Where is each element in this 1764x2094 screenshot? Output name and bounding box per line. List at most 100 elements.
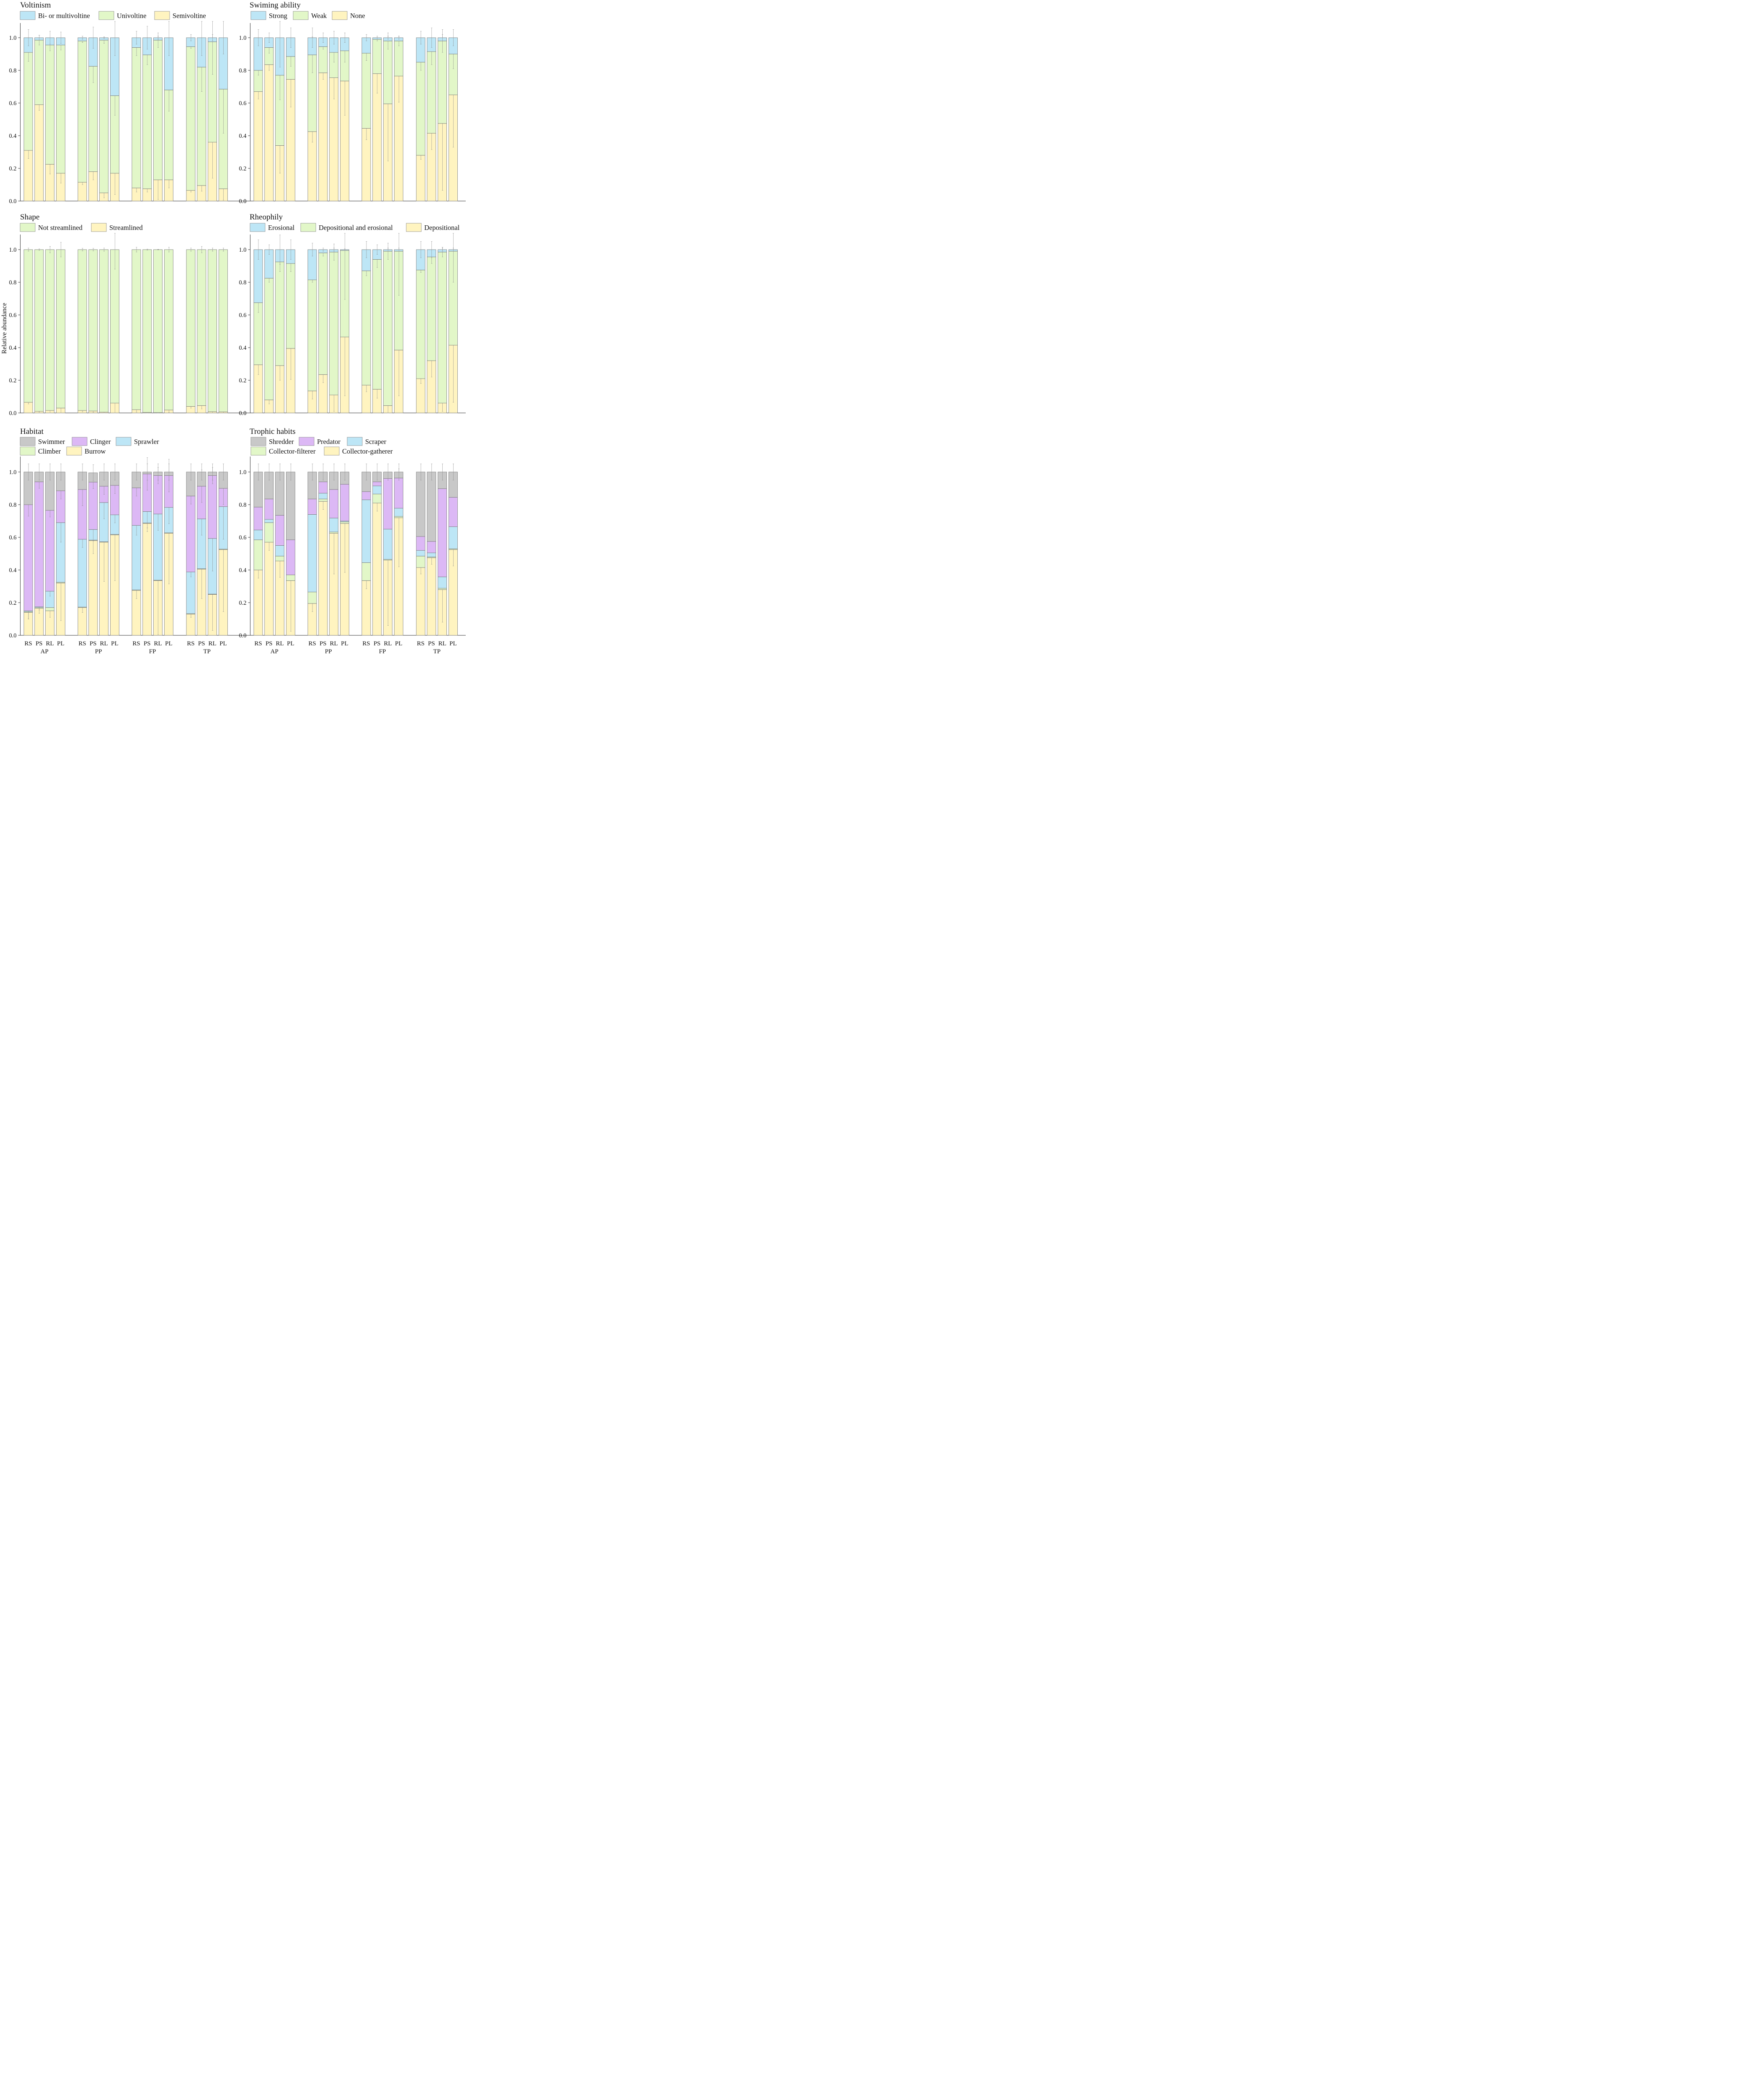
bar-ap-rl	[45, 246, 54, 413]
bar-segment-strong	[340, 37, 349, 51]
bar-pp-pl	[110, 464, 119, 636]
bar-segment-not-streamlined	[164, 249, 173, 410]
bar-segment-predator	[394, 478, 403, 508]
group-label: PP	[325, 648, 332, 655]
bar-segment-sprawler	[208, 538, 217, 594]
bar-segment-erosional	[275, 249, 284, 262]
bar-segment-univoltine	[45, 45, 54, 165]
bar-segment-depositional	[361, 385, 371, 413]
bar-segment-swimmer	[23, 472, 33, 505]
bar-segment-depositional	[286, 348, 295, 413]
bar-segment-erosional	[416, 249, 426, 271]
bar-segment-erosional	[394, 249, 403, 252]
x-tick-label: PS	[320, 640, 327, 647]
bar-segment-streamlined	[219, 411, 228, 413]
bar-segment-burrow	[45, 611, 54, 636]
bar-segment-streamlined	[186, 406, 196, 413]
bar-segment-erosional	[438, 249, 447, 253]
bar-segment-swimmer	[164, 472, 173, 476]
bar-segment-swimmer	[34, 472, 44, 482]
bar-pp-ps	[318, 464, 328, 636]
legend-label: Scraper	[365, 438, 387, 446]
bar-ap-rs	[253, 29, 263, 201]
bar-fp-pl	[394, 464, 403, 636]
group-label: AP	[271, 648, 279, 655]
bar-segment-clinger	[110, 485, 119, 515]
bar-fp-ps	[142, 457, 152, 636]
bar-fp-pl	[164, 247, 173, 413]
y-tick-label: 0.6	[9, 312, 16, 319]
x-tick-label: RL	[438, 640, 446, 647]
x-tick-label: PL	[165, 640, 173, 647]
legend-label: Collector-filterer	[269, 447, 316, 455]
bar-segment-predator	[427, 541, 436, 553]
bar-segment-bi-or-multivoltine	[153, 37, 163, 41]
legend-label: Swimmer	[38, 438, 65, 446]
bar-segment-collector-gatherer	[394, 517, 403, 636]
bar-segment-collector-filterer	[340, 521, 349, 524]
bar-pp-rs	[307, 464, 317, 636]
y-tick-label: 0.8	[239, 279, 246, 286]
y-tick-label: 0.2	[9, 377, 16, 384]
legend-label: Not streamlined	[38, 224, 83, 232]
x-tick-label: PS	[198, 640, 205, 647]
bar-segment-sprawler	[45, 591, 54, 608]
bar-segment-collector-gatherer	[253, 570, 263, 636]
legend-label: Univoltine	[117, 12, 147, 20]
x-tick-label: PS	[36, 640, 43, 647]
legend-label: Shredder	[269, 438, 294, 446]
bar-segment-depositional-and-erosional	[329, 252, 338, 395]
bar-segment-burrow	[88, 540, 98, 636]
y-tick-label: 0.4	[9, 345, 17, 351]
bar-tp-rs	[416, 31, 426, 201]
bar-segment-sprawler	[110, 514, 119, 535]
x-tick-label: PL	[219, 640, 227, 647]
bar-segment-weak	[416, 62, 426, 156]
bar-segment-swimmer	[77, 472, 87, 490]
bar-segment-clinger	[164, 475, 173, 508]
bar-ap-pl	[56, 242, 65, 413]
bar-segment-scraper	[427, 552, 436, 557]
panel-voltinism: Voltinism Bi- or multivoltine Univoltine Se…	[9, 1, 252, 205]
bar-segment-erosional	[264, 249, 274, 279]
bar-segment-not-streamlined	[99, 249, 109, 413]
bar-segment-collector-gatherer	[449, 549, 458, 636]
bar-ap-pl	[286, 464, 295, 636]
bar-segment-sprawler	[142, 511, 152, 524]
bar-segment-erosional	[361, 249, 371, 271]
bar-tp-pl	[449, 29, 458, 201]
panel-rheophily: Rheophily Erosional Depositional and erosi…	[239, 213, 466, 417]
y-tick-label: 0.0	[239, 632, 246, 639]
y-tick-label: 0.4	[239, 567, 247, 574]
bar-segment-weak	[264, 47, 274, 65]
bar-segment-semivoltine	[153, 179, 163, 201]
y-tick-label: 1.0	[239, 469, 246, 476]
x-tick-label: RL	[46, 640, 54, 647]
bar-ap-rl	[45, 464, 54, 636]
bar-segment-not-streamlined	[132, 249, 141, 410]
bar-ap-rs	[23, 29, 33, 201]
bar-segment-weak	[329, 52, 338, 78]
bar-fp-rs	[132, 464, 141, 636]
bar-segment-depositional-and-erosional	[416, 270, 426, 379]
bar-fp-rl	[153, 249, 163, 413]
bar-segment-depositional	[307, 390, 317, 413]
bar-segment-scraper	[275, 545, 284, 557]
bar-tp-ps	[197, 21, 206, 201]
bar-segment-bi-or-multivoltine	[34, 37, 44, 41]
bar-segment-collector-filterer	[253, 539, 263, 570]
bar-segment-burrow	[77, 607, 87, 636]
bar-segment-not-streamlined	[34, 249, 44, 412]
panel-title: Shape	[20, 213, 39, 222]
bar-segment-collector-gatherer	[383, 560, 392, 636]
bar-segment-swimmer	[132, 472, 141, 488]
bar-segment-streamlined	[45, 410, 54, 413]
bar-segment-shredder	[383, 472, 392, 479]
bar-pp-ps	[318, 33, 328, 201]
bar-ap-pl	[286, 240, 295, 413]
x-tick-label: RS	[417, 640, 424, 647]
bar-segment-swimmer	[208, 472, 217, 476]
legend-label: Clinger	[90, 438, 111, 446]
bar-segment-burrow	[164, 533, 173, 636]
bar-fp-pl	[164, 21, 173, 201]
